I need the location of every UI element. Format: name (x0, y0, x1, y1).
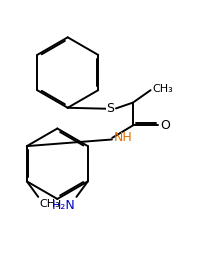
Text: CH₃: CH₃ (153, 84, 173, 94)
Text: O: O (160, 119, 170, 132)
Text: NH: NH (113, 131, 132, 144)
Text: CH₃: CH₃ (39, 199, 60, 208)
Text: H₂N: H₂N (52, 199, 75, 212)
Text: S: S (106, 102, 114, 115)
